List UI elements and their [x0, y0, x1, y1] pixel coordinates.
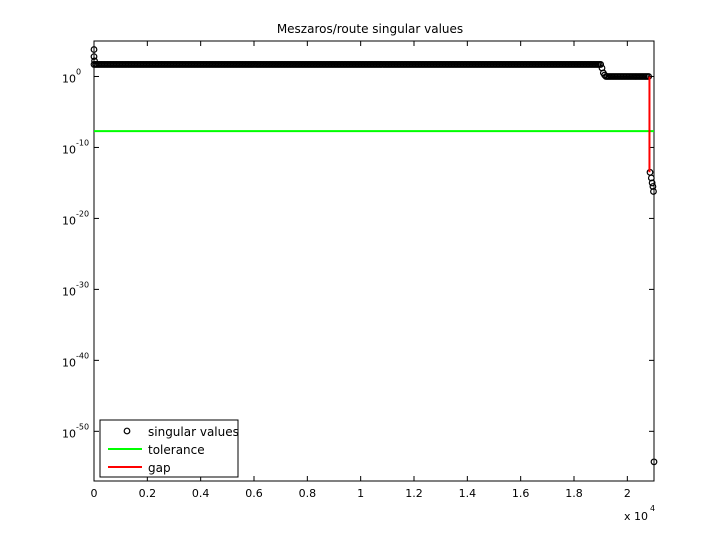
x-multiplier-exponent: 4 [650, 504, 655, 513]
singular-value-point [90, 53, 98, 61]
y-tick-label: 10-20 [62, 209, 89, 227]
singular-value-point [648, 179, 656, 187]
legend-label-singular-values: singular values [148, 425, 239, 439]
x-tick-label: 0.2 [139, 487, 157, 500]
singular-value-point [91, 57, 98, 65]
singular-value-point [650, 188, 657, 195]
y-axis: 100 10-10 10-20 10-30 10-40 10-50 [62, 67, 654, 440]
x-tick-label: 0 [91, 487, 98, 500]
x-tick-label: 1 [357, 487, 364, 500]
plot-area [93, 40, 655, 482]
singular-value-point [601, 71, 609, 79]
x-axis: 0 0.2 0.4 0.6 0.8 1 1.2 1.4 1.6 1.8 2 [91, 41, 631, 500]
x-multiplier-base: x 10 [624, 510, 648, 523]
x-tick-label: 1.4 [459, 487, 477, 500]
y-tick-label: 10-10 [62, 138, 89, 156]
series-layer [90, 46, 658, 466]
singular-value-point [650, 458, 658, 466]
singular-value-point [90, 46, 98, 53]
x-multiplier-label: x 10 4 [624, 504, 655, 523]
x-tick-label: 1.6 [512, 487, 530, 500]
legend-marker-singular-values [123, 427, 131, 435]
chart-title: Meszaros/route singular values [277, 22, 463, 36]
x-tick-label: 1.2 [405, 487, 423, 500]
x-tick-label: 2 [624, 487, 631, 500]
y-tick-label: 10-50 [62, 422, 89, 440]
x-tick-label: 0.8 [299, 487, 317, 500]
y-tick-label: 100 [62, 67, 81, 85]
x-tick-label: 0.6 [245, 487, 263, 500]
singular-value-point [597, 61, 605, 68]
x-tick-label: 0.4 [192, 487, 210, 500]
x-tick-label: 1.8 [565, 487, 583, 500]
y-tick-label: 10-40 [62, 351, 89, 369]
y-tick-label: 10-30 [62, 280, 89, 298]
legend-label-gap: gap [148, 461, 171, 475]
legend-label-tolerance: tolerance [148, 443, 205, 457]
legend: singular values tolerance gap [99, 419, 239, 478]
